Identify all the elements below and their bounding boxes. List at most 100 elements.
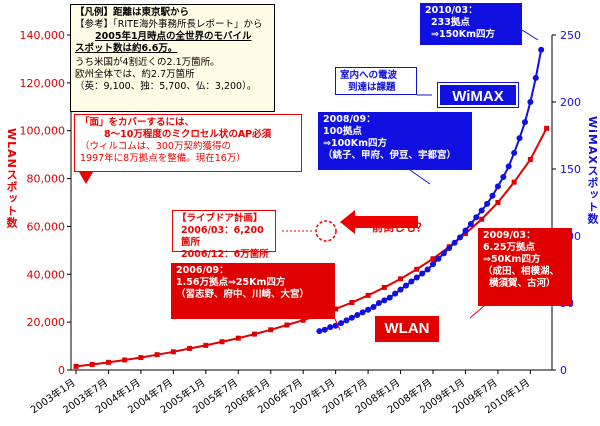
wimax-data-point xyxy=(489,192,496,199)
wimax-data-point xyxy=(386,294,393,301)
wlan-data-point xyxy=(105,359,111,365)
wimax-data-point xyxy=(473,214,480,221)
indoor-note: 室内への電波 到達は課題 xyxy=(335,67,417,95)
wimax-data-point xyxy=(316,328,323,335)
callout-2009: 2009/03： 6.25万拠点 ⇒50Km四方 （成田、相模湖、 横須賀、古河… xyxy=(478,228,572,306)
wimax-data-point xyxy=(538,46,545,53)
right-tick-label: 0 xyxy=(560,364,567,377)
wlan-data-point xyxy=(219,339,225,345)
wimax-data-point xyxy=(430,261,436,268)
wlan-data-point xyxy=(235,335,241,341)
wimax-data-point xyxy=(478,207,485,214)
wimax-data-point xyxy=(343,317,350,324)
callout-2010-date: 2010/03： xyxy=(425,5,478,16)
wimax-data-point xyxy=(327,324,334,331)
legend-box: 【凡例】距離は東京駅から 【参考】「RITE海外事務所長レポート」から 2005… xyxy=(70,4,275,112)
wimax-data-point xyxy=(359,309,366,316)
wlan-data-point xyxy=(300,317,306,323)
wimax-data-point xyxy=(413,274,420,281)
wlan-data-point xyxy=(122,357,128,363)
left-axis-ticks: 0 20,000 40,000 60,000 80,000 100,000 120,000 1… xyxy=(20,29,71,377)
wlan-data-point xyxy=(430,256,436,262)
left-axis-title: WLANスポット数 xyxy=(5,128,18,229)
callout-2008: 2008/09： 100拠点 ⇒100Km四方 （銚子、甲府、伊豆、宇都宮） xyxy=(318,112,472,170)
wlan-data-point xyxy=(203,342,209,348)
right-tick-label: 250 xyxy=(560,29,581,42)
wlan-data-point xyxy=(398,276,404,282)
wimax-data-point xyxy=(365,306,372,313)
callout-2006-places: （習志野、府中、川崎、大宮） xyxy=(176,289,310,300)
wlan-data-point xyxy=(511,179,517,185)
wimax-data-point xyxy=(338,320,345,327)
wimax-series-label: WiMAX xyxy=(437,82,519,108)
right-axis-title: WiMAXスポット数 xyxy=(586,116,599,225)
livedoor-plan-title: 【ライブドア計画】 xyxy=(177,213,263,224)
legend-line7: （英：9,100、独：5,700、仏：3,200）。 xyxy=(75,81,257,92)
coverage-note-line3: （ウィルコムは、300万契約獲得の xyxy=(80,141,231,152)
right-tick-label: 150 xyxy=(560,163,581,176)
wimax-data-point xyxy=(446,245,453,252)
wlan-data-point xyxy=(495,200,501,205)
wlan-data-point xyxy=(73,363,79,369)
wlan-data-point xyxy=(268,327,274,333)
callout-2008-date: 2008/09： xyxy=(323,114,376,125)
wimax-data-point xyxy=(484,200,491,207)
livedoor-plan-line2: 2006/03：6,200箇所 xyxy=(181,225,264,248)
wlan-data-point xyxy=(138,355,144,361)
wimax-data-point xyxy=(440,250,447,257)
wimax-data-point xyxy=(392,290,399,297)
wlan-data-point xyxy=(349,300,355,306)
wlan-data-point xyxy=(381,284,387,290)
callout-2009-count: 6.25万拠点 xyxy=(483,242,535,253)
legend-line4: スポット数は約6.6万。 xyxy=(75,43,178,54)
legend-line3: 2005年1月時点の全世界のモバイル xyxy=(95,31,252,42)
callout-2010-count: 233拠点 xyxy=(431,17,470,28)
indoor-note-line1: 室内への電波 xyxy=(340,70,398,81)
callout-2008-count: 100拠点 xyxy=(323,126,362,137)
wlan-data-point xyxy=(365,292,371,298)
wimax-data-point xyxy=(451,239,458,246)
wlan-data-point xyxy=(89,361,95,367)
coverage-note-line4: 1997年に8万拠点を整備。現在16万） xyxy=(80,153,246,164)
callout-2006: 2006/09： 1.56万拠点⇒25Km四方 （習志野、府中、川崎、大宮） xyxy=(171,263,335,319)
wlan-data-point xyxy=(414,266,420,272)
wimax-data-point xyxy=(435,255,442,262)
wimax-data-point xyxy=(532,74,539,81)
maedaoshi-label: 前倒しも？ xyxy=(372,221,427,234)
maedaoshi-arrow xyxy=(340,210,418,234)
coverage-note-line1: 「面」をカバーするには、 xyxy=(80,117,195,128)
left-tick-label: 140,000 xyxy=(20,29,66,42)
wimax-data-point xyxy=(348,314,355,321)
coverage-note: 「面」をカバーするには、 8～10万程度のミクロセル状のAP必須 （ウィルコムは… xyxy=(74,114,302,172)
x-axis-ticks: 2003年1月2003年7月2004年1月2004年7月2005年1月2005年… xyxy=(28,370,532,416)
callout-2006-date: 2006/09： xyxy=(176,265,229,276)
wlan-data-point xyxy=(170,349,176,355)
wlan-data-point xyxy=(252,331,257,337)
callout-2010-range: ⇒150Km四方 xyxy=(431,29,496,40)
wimax-data-point xyxy=(375,300,382,306)
wimax-data-point xyxy=(494,183,501,190)
wlan-data-point xyxy=(154,352,160,358)
wimax-data-point xyxy=(511,149,518,156)
wimax-data-point xyxy=(354,312,361,319)
wimax-data-point xyxy=(462,227,469,234)
legend-line6: 欧州全体では、約2.7万箇所 xyxy=(75,69,195,80)
left-tick-label: 40,000 xyxy=(27,268,66,281)
callout-2008-places: （銚子、甲府、伊豆、宇都宮） xyxy=(323,150,457,161)
wimax-data-point xyxy=(424,266,431,273)
callout-2009-places1: （成田、相模湖、 xyxy=(483,266,560,277)
wlan-data-point xyxy=(527,156,533,162)
wimax-data-point xyxy=(505,163,512,170)
legend-line1: 【凡例】距離は東京駅から xyxy=(75,7,190,18)
left-tick-label: 80,000 xyxy=(27,173,66,186)
wimax-data-point xyxy=(521,119,528,126)
wimax-data-point xyxy=(408,278,415,285)
coverage-note-line2: 8～10万程度のミクロセル状のAP必須 xyxy=(104,129,272,140)
wlan-data-point xyxy=(187,345,193,351)
wlan-data-point xyxy=(284,322,290,328)
livedoor-plan-box: 【ライブドア計画】 2006/03：6,200箇所 2006/12：6万箇所 xyxy=(172,210,276,260)
wlan-data-point xyxy=(479,216,485,222)
callout-2008-range: ⇒100Km四方 xyxy=(323,138,388,149)
callout-2006-count: 1.56万拠点⇒25Km四方 xyxy=(176,277,286,288)
